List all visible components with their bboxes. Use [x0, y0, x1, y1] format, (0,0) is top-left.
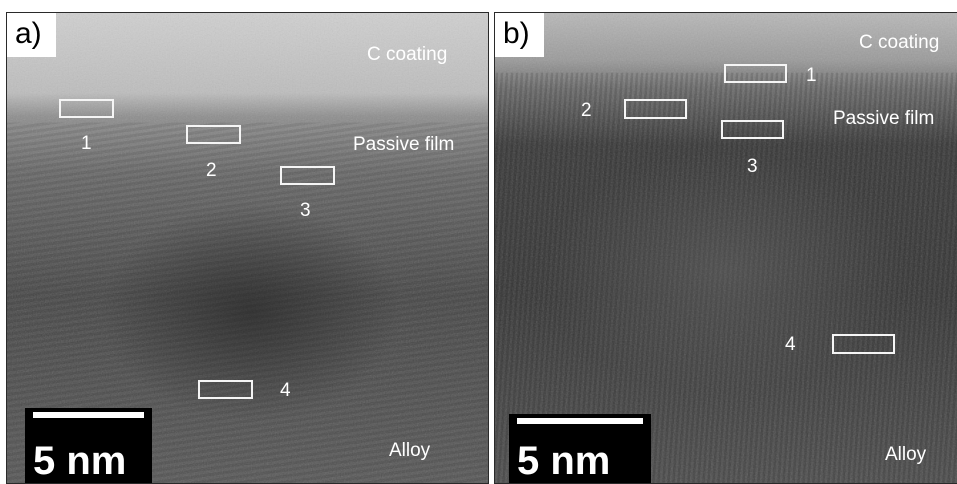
region-number: 4 — [785, 334, 796, 355]
scale-bar-label: 5 nm — [517, 439, 611, 483]
analysis-region-box — [280, 166, 335, 185]
panel-label: b) — [495, 13, 544, 57]
tem-micrograph-b — [495, 13, 957, 483]
scale-bar-label: 5 nm — [33, 439, 127, 483]
alloy-label: Alloy — [389, 440, 431, 461]
region-number: 2 — [206, 160, 217, 181]
c-coating-label: C coating — [367, 44, 448, 65]
analysis-region-box — [724, 64, 787, 83]
tem-panel-b: b) C coating Passive film Alloy 1 2 3 4 … — [494, 12, 957, 484]
scale-bar: 5 nm — [25, 408, 152, 483]
region-number: 4 — [280, 380, 291, 401]
region-number: 3 — [300, 200, 311, 221]
region-number: 3 — [747, 156, 758, 177]
passive-film-label: Passive film — [833, 108, 935, 129]
analysis-region-box — [198, 380, 253, 399]
tem-panel-a: a) C coating Passive film Alloy 1 2 3 4 … — [6, 12, 489, 484]
analysis-region-box — [624, 99, 687, 119]
scale-bar-line — [33, 412, 144, 418]
tem-micrograph-a — [7, 13, 488, 483]
analysis-region-box — [832, 334, 895, 354]
alloy-label: Alloy — [885, 444, 927, 465]
analysis-region-box — [59, 99, 114, 118]
c-coating-label: C coating — [859, 32, 940, 53]
panel-label: a) — [7, 13, 56, 57]
scale-bar-line — [517, 418, 643, 424]
region-number: 1 — [81, 133, 92, 154]
analysis-region-box — [721, 120, 784, 139]
passive-film-label: Passive film — [353, 134, 455, 155]
region-number: 1 — [806, 65, 817, 86]
analysis-region-box — [186, 125, 241, 144]
scale-bar: 5 nm — [509, 414, 651, 483]
region-number: 2 — [581, 100, 592, 121]
